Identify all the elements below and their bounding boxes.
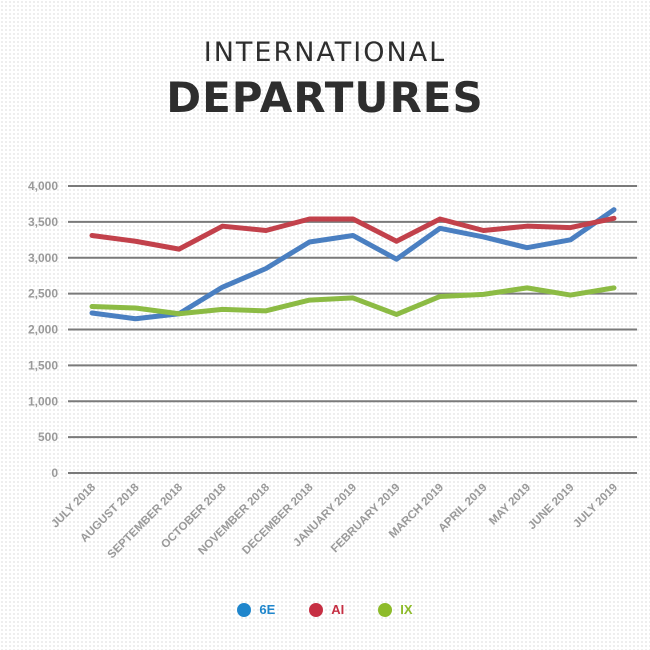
- title-line-2: DEPARTURES: [166, 73, 484, 122]
- title-line-1: INTERNATIONAL: [203, 37, 447, 68]
- x-tick-label: MAY 2019: [487, 482, 533, 528]
- legend-item-6e: 6E: [237, 602, 275, 617]
- y-tick-label: 4,000: [28, 179, 58, 193]
- x-tick-label: JUNE 2019: [526, 482, 577, 533]
- legend-label: 6E: [259, 602, 276, 617]
- x-tick-label: SEPTEMBER 2018: [106, 481, 186, 561]
- x-tick-label: JULY 2019: [571, 482, 620, 531]
- series-line-ix: [89, 285, 617, 317]
- chart-legend: 6E AI IX: [0, 602, 650, 617]
- series-line-ai: [89, 215, 617, 252]
- y-tick-label: 500: [38, 430, 58, 444]
- legend-dot-icon: [237, 602, 252, 617]
- y-tick-label: 0: [51, 466, 58, 480]
- y-tick-label: 2,000: [28, 323, 58, 337]
- y-tick-label: 3,500: [28, 215, 58, 229]
- legend-item-ai: AI: [309, 602, 344, 617]
- legend-label: AI: [331, 602, 345, 617]
- legend-label: IX: [400, 602, 413, 617]
- legend-dot-icon: [378, 602, 393, 617]
- y-tick-label: 2,500: [28, 287, 58, 301]
- line-chart: 4,000 3,500 3,000 2,500 2,000 1,500 1,000 500 0 J…: [28, 179, 637, 561]
- chart-title: INTERNATIONAL DEPARTURES: [0, 36, 650, 124]
- y-tick-label: 1,000: [28, 394, 58, 408]
- legend-dot-icon: [309, 602, 324, 617]
- y-tick-label: 3,000: [28, 251, 58, 265]
- y-tick-label: 1,500: [28, 358, 58, 372]
- legend-item-ix: IX: [378, 602, 413, 617]
